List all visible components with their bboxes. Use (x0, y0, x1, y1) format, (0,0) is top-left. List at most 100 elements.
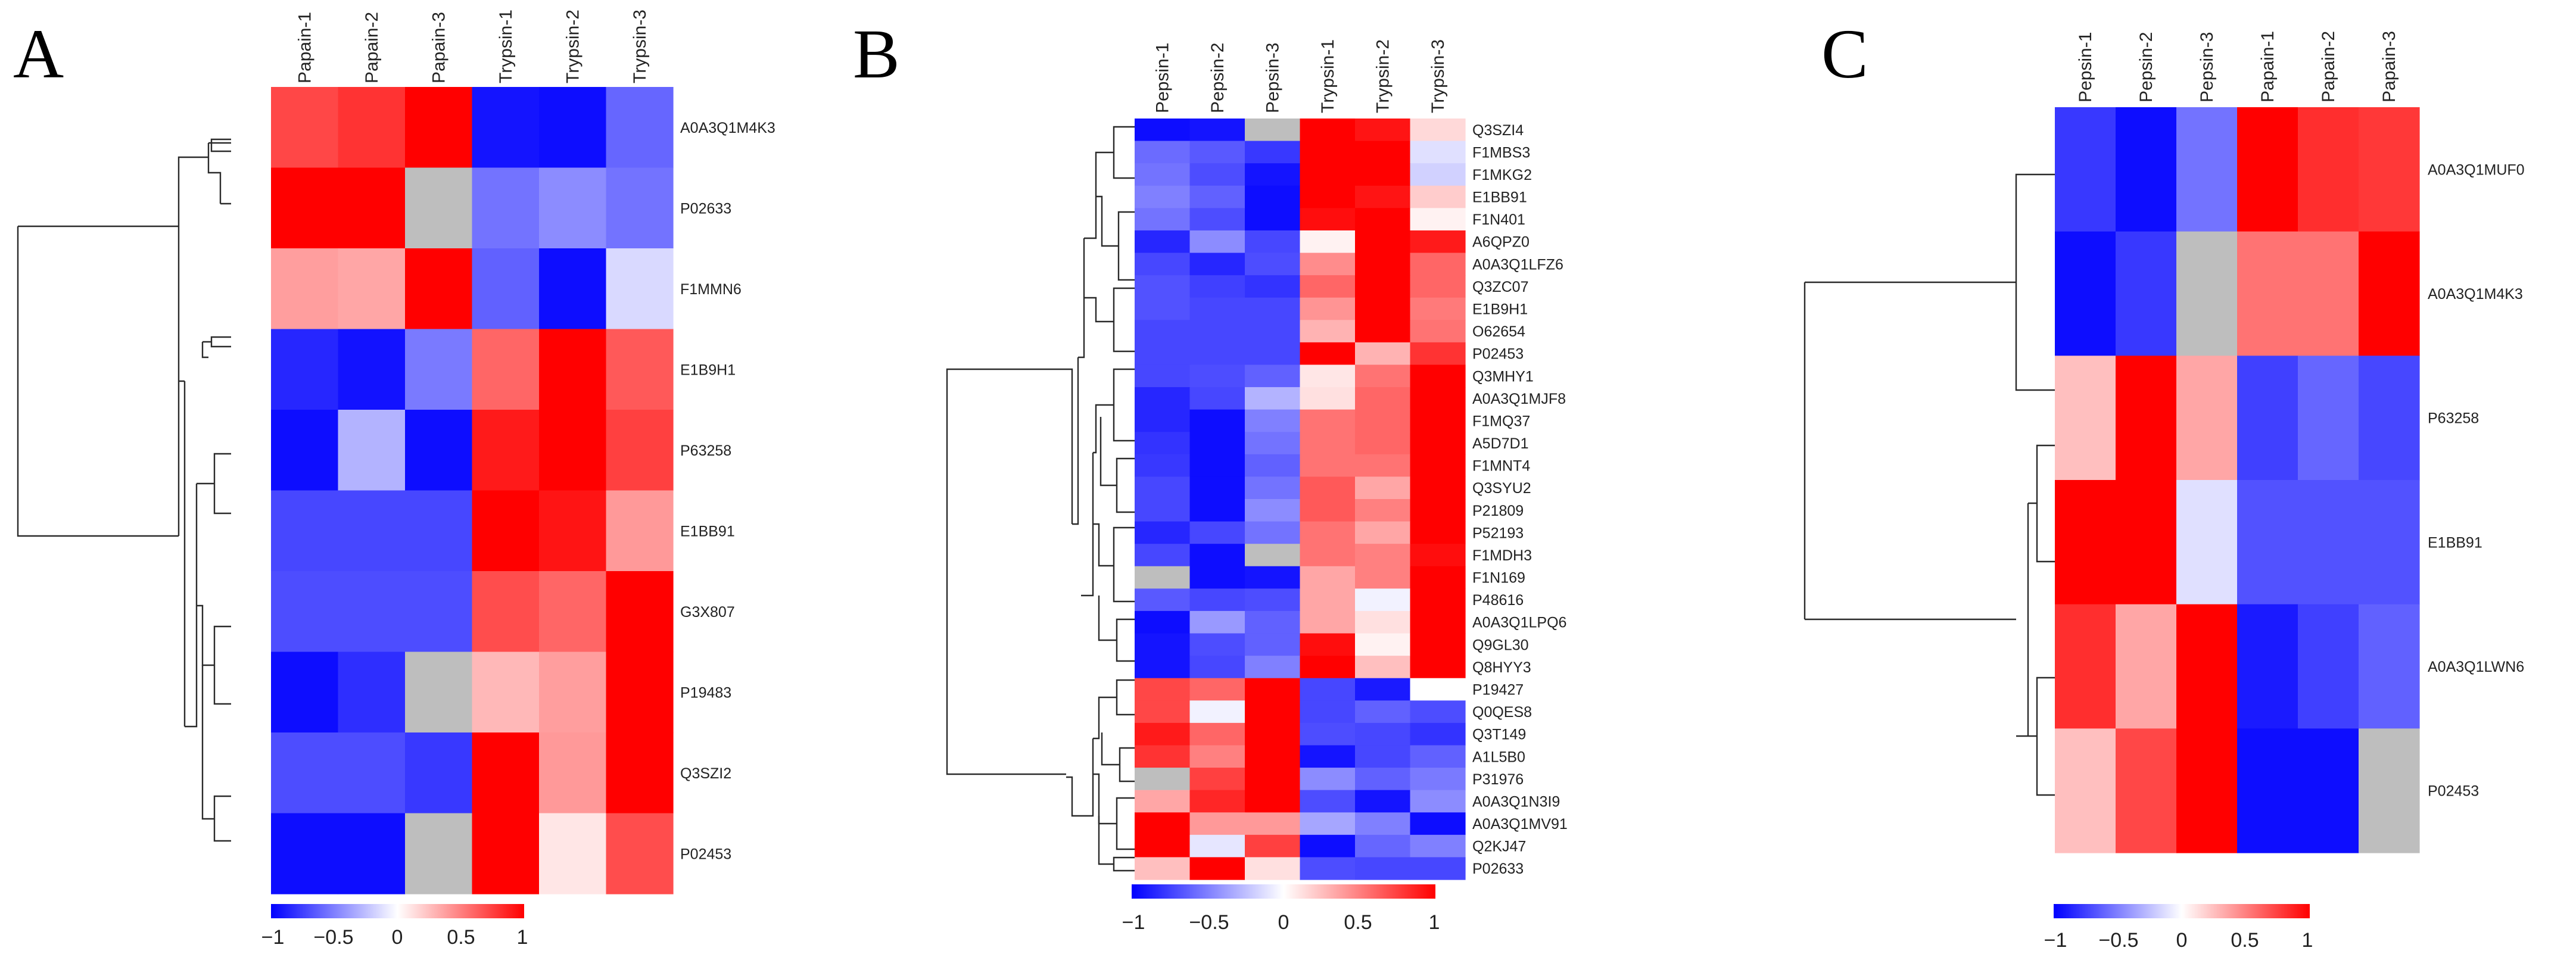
heatmap-cell (1300, 499, 1356, 522)
heatmap-cell (2298, 480, 2359, 605)
heatmap-cell (1300, 454, 1356, 478)
heatmap-cell (338, 490, 406, 572)
heatmap-cell (1245, 185, 1301, 208)
heatmap-cell (539, 490, 607, 572)
heatmap-cell (1135, 275, 1191, 298)
column-label: Trypsin-1 (496, 10, 516, 83)
row-label: Q3SZI4 (1472, 122, 1524, 139)
heatmap-cell (1410, 722, 1466, 746)
heatmap-cell (1245, 722, 1301, 746)
heatmap-cell (2298, 604, 2359, 729)
panel-c-tick-neg05: −0.5 (2098, 929, 2138, 952)
heatmap-cell (1245, 857, 1301, 880)
heatmap-cell (1135, 342, 1191, 366)
heatmap-cell (1135, 454, 1191, 478)
heatmap-cell (1355, 834, 1411, 858)
heatmap-cell (2237, 728, 2298, 853)
heatmap-cell (1245, 544, 1301, 567)
heatmap-cell (1135, 141, 1191, 164)
heatmap-cell (1410, 610, 1466, 634)
heatmap-cell (1189, 678, 1245, 701)
heatmap-cell (1135, 745, 1191, 768)
heatmap-cell (1189, 141, 1245, 164)
heatmap-cell (1300, 119, 1356, 142)
heatmap-cell (2055, 356, 2116, 481)
heatmap-cell (1189, 476, 1245, 500)
row-label: A0A3Q1LPQ6 (1472, 615, 1566, 631)
row-label: G3X807 (680, 604, 735, 621)
heatmap-cell (1189, 253, 1245, 276)
row-label: A5D7D1 (1472, 435, 1529, 452)
heatmap-cell (1355, 454, 1411, 478)
panel-c-tick-neg1: −1 (2044, 929, 2067, 952)
heatmap-cell (271, 410, 339, 491)
heatmap-cell (1355, 745, 1411, 768)
heatmap-cell (1355, 342, 1411, 366)
heatmap-cell (539, 813, 607, 894)
heatmap-cell (1300, 700, 1356, 724)
heatmap-cell (271, 571, 339, 653)
heatmap-cell (606, 329, 674, 410)
heatmap-cell (1245, 790, 1301, 813)
heatmap-cell (1410, 700, 1466, 724)
heatmap-cell (271, 490, 339, 572)
heatmap-cell (1245, 745, 1301, 768)
column-label: Trypsin-3 (630, 10, 650, 83)
panel-b-letter: B (853, 15, 900, 93)
heatmap-cell (1189, 656, 1245, 679)
heatmap-cell (1189, 588, 1245, 612)
panel-c-tick-1: 1 (2302, 929, 2313, 952)
heatmap-cell (1410, 253, 1466, 276)
heatmap-cell (2237, 604, 2298, 729)
column-label: Pepsin-3 (1263, 43, 1282, 113)
heatmap-cell (1355, 432, 1411, 455)
heatmap-cell (1410, 387, 1466, 410)
heatmap-cell (338, 651, 406, 733)
heatmap-cell (539, 571, 607, 653)
heatmap-cell (2055, 480, 2116, 605)
heatmap-cell (2116, 356, 2177, 481)
row-label: A0A3Q1N3I9 (1472, 793, 1560, 810)
column-label: Papain-3 (429, 12, 448, 83)
heatmap-cell (2116, 480, 2177, 605)
heatmap-cell (1355, 185, 1411, 208)
heatmap-cell (1245, 633, 1301, 656)
heatmap-cell (1355, 544, 1411, 567)
heatmap-cell (338, 571, 406, 653)
heatmap-cell (1355, 163, 1411, 186)
heatmap-cell (2237, 480, 2298, 605)
row-label: E1B9H1 (680, 361, 736, 378)
heatmap-cell (2176, 107, 2238, 232)
heatmap-cell (606, 732, 674, 814)
heatmap-cell (1410, 342, 1466, 366)
heatmap-cell (1410, 409, 1466, 432)
heatmap-cell (1135, 163, 1191, 186)
heatmap-cell (338, 410, 406, 491)
heatmap-cell (1355, 768, 1411, 791)
row-label: P02633 (680, 200, 731, 217)
heatmap-cell (2298, 728, 2359, 853)
heatmap-cell (2176, 231, 2238, 356)
heatmap-cell (405, 248, 473, 330)
heatmap-cell (1189, 208, 1245, 231)
heatmap-cell (1355, 722, 1411, 746)
row-label: F1N401 (1472, 211, 1525, 228)
column-label: Pepsin-2 (2136, 32, 2156, 102)
heatmap-cell (271, 248, 339, 330)
heatmap-cell (1245, 521, 1301, 544)
row-label: Q0QES8 (1472, 704, 1532, 721)
heatmap-cell (1410, 745, 1466, 768)
column-label: Papain-2 (362, 12, 382, 83)
panel-b-tick-1: 1 (1429, 911, 1440, 934)
heatmap-cell (1300, 185, 1356, 208)
panel-b-tick-0: 0 (1278, 911, 1289, 934)
heatmap-cell (1135, 253, 1191, 276)
panel-c-dendrogram (1803, 173, 2055, 796)
heatmap-cell (472, 248, 540, 330)
heatmap-cell (1300, 790, 1356, 813)
heatmap-cell (1245, 320, 1301, 343)
heatmap-cell (1355, 208, 1411, 231)
heatmap-cell (1189, 834, 1245, 858)
heatmap-cell (1355, 364, 1411, 388)
heatmap-cell (1410, 141, 1466, 164)
